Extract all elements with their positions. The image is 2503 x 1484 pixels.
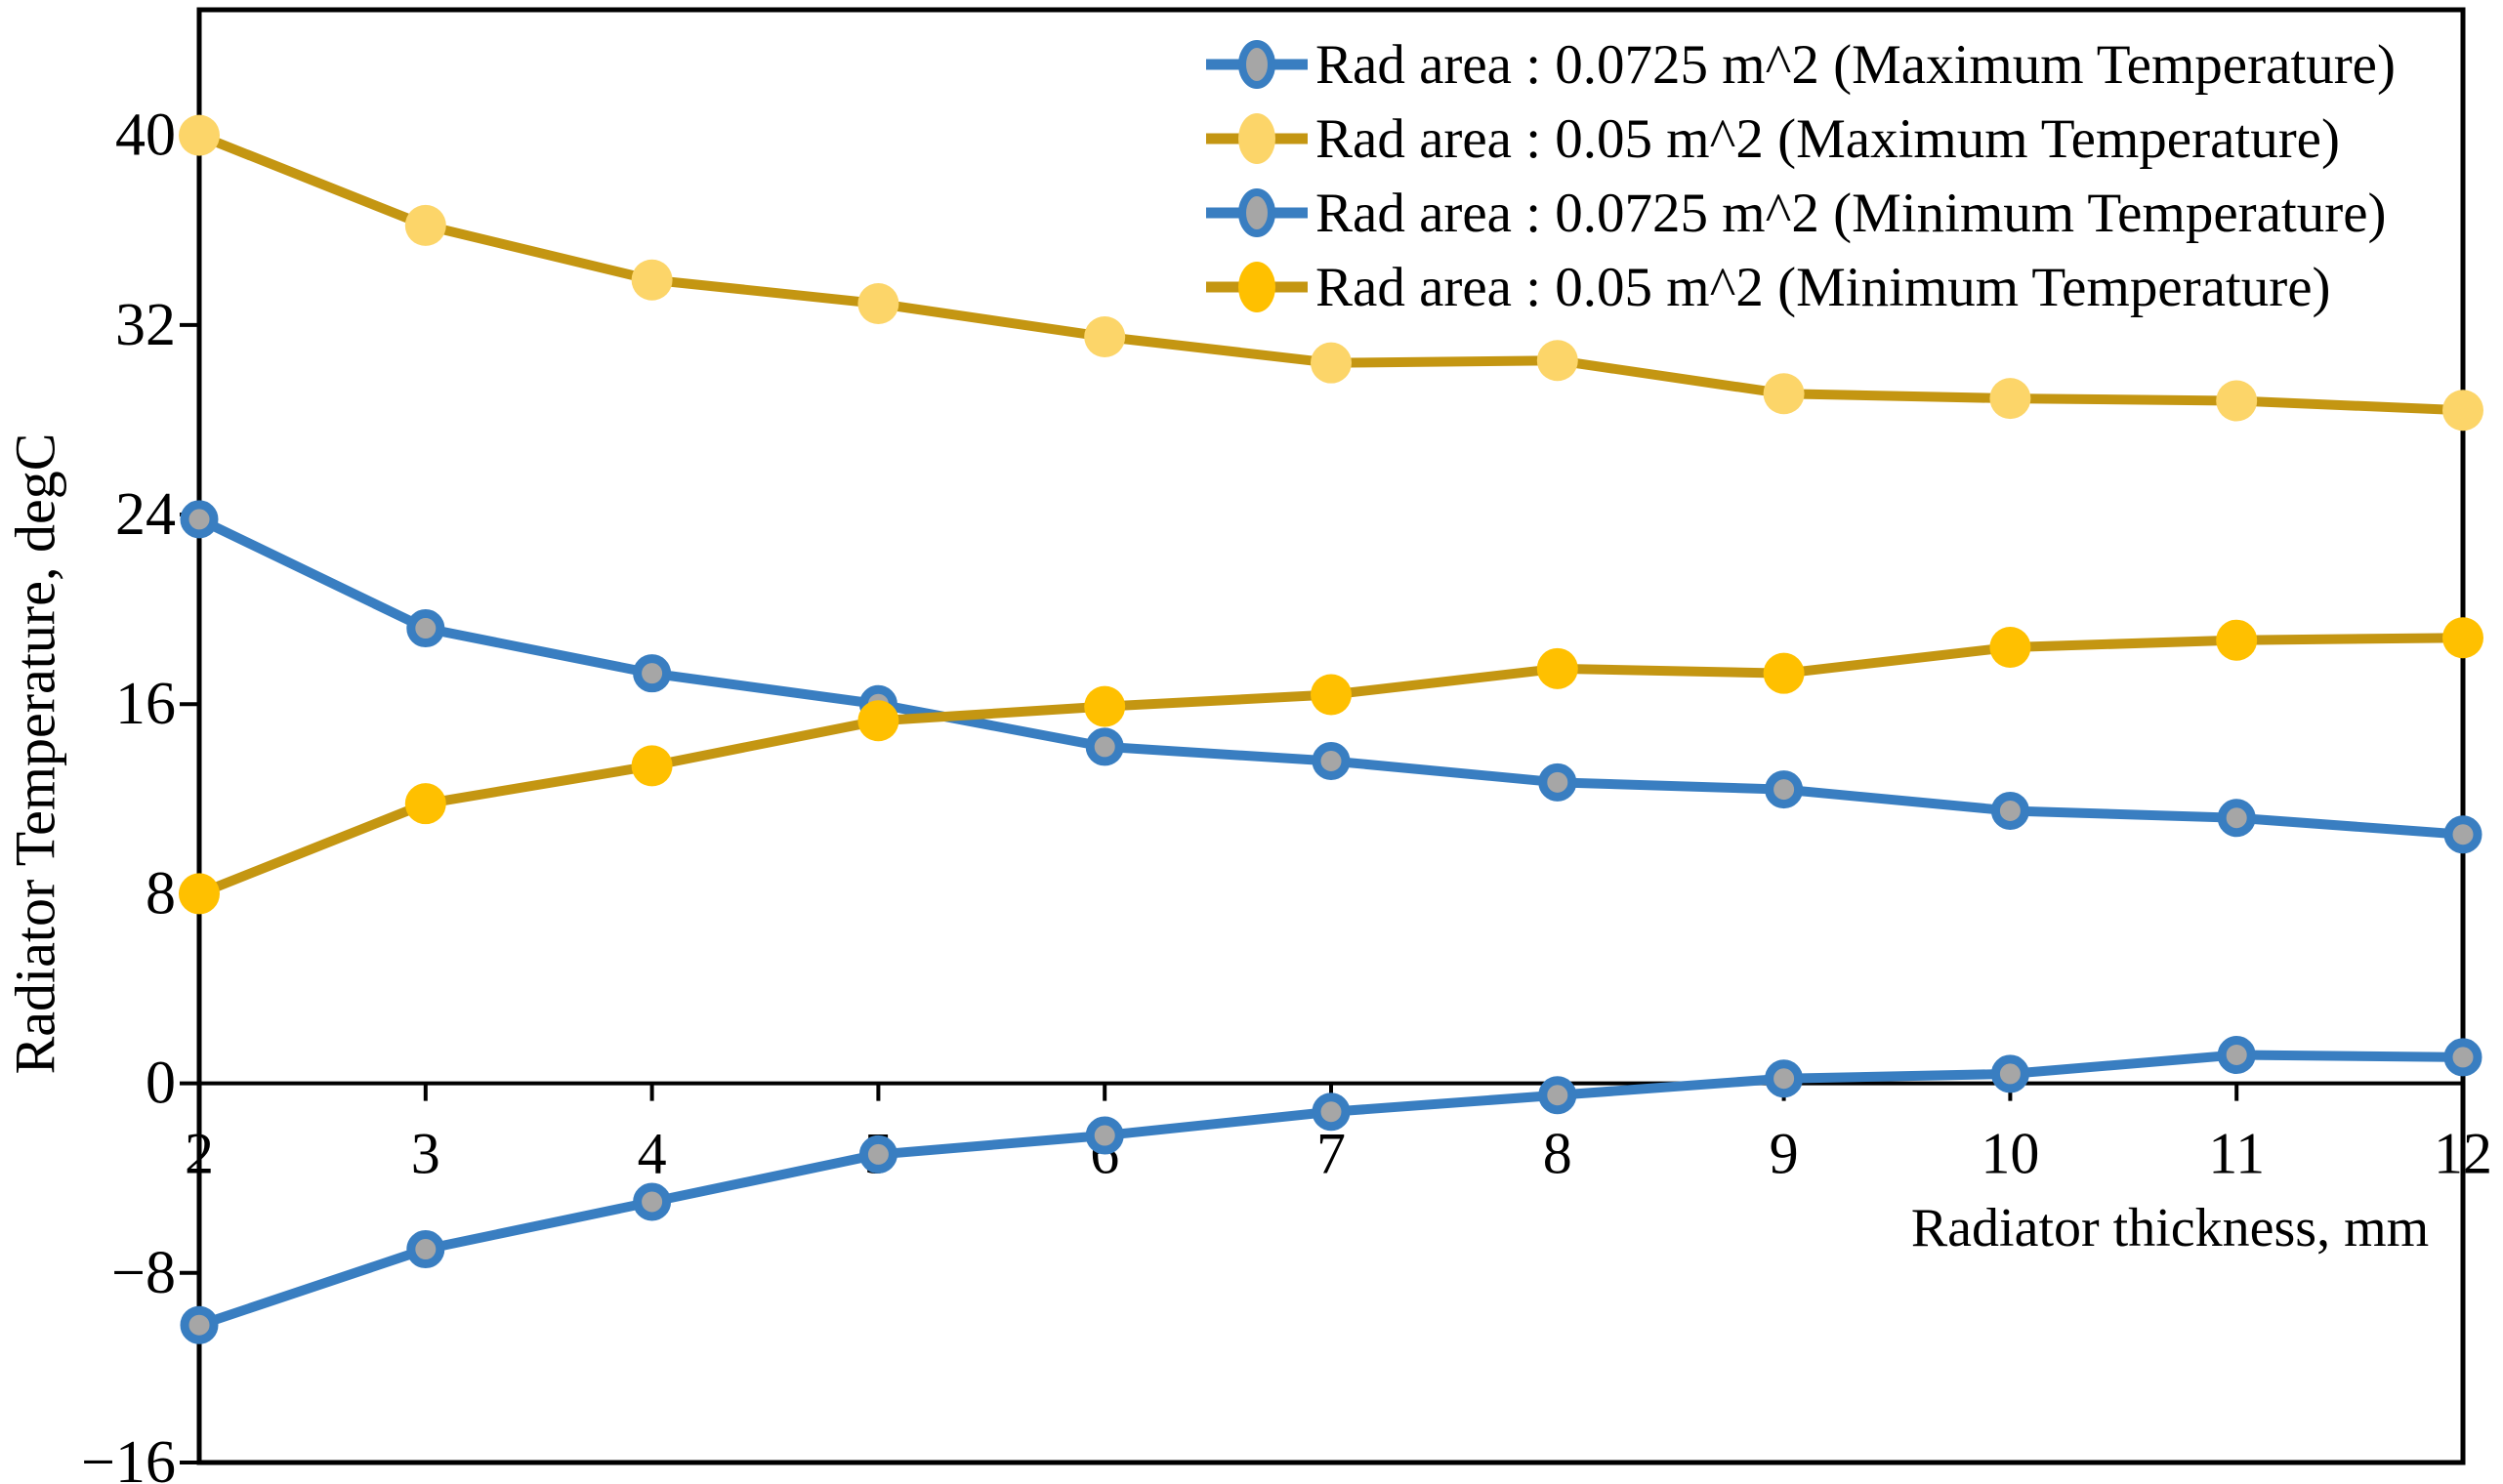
data-point-marker (857, 282, 899, 324)
x-tick-label: 2 (185, 1122, 214, 1186)
data-point-marker (1538, 763, 1577, 802)
data-point-marker (1989, 378, 2031, 420)
data-point-marker (179, 114, 220, 156)
data-point-marker (404, 783, 446, 825)
legend-label: Rad area : 0.05 m^2 (Maximum Temperature… (1315, 107, 2340, 170)
data-point-marker (858, 1134, 897, 1174)
y-tick-label: 0 (146, 1051, 176, 1117)
data-point-marker (180, 500, 219, 539)
legend-item: Rad area : 0.05 m^2 (Minimum Temperature… (1204, 250, 2396, 324)
data-point-marker (2216, 380, 2258, 422)
x-tick-label: 3 (411, 1122, 440, 1186)
y-tick-label: −8 (111, 1240, 176, 1306)
data-point-marker (1084, 315, 1126, 357)
data-point-marker (2443, 1038, 2482, 1077)
x-tick-label: 11 (2208, 1122, 2265, 1186)
legend-swatch-icon (1206, 40, 1308, 89)
plot-border (196, 7, 2466, 1465)
legend-item: Rad area : 0.0725 m^2 (Minimum Temperatu… (1204, 176, 2396, 250)
data-point-marker (857, 700, 899, 742)
legend-swatch-icon (1206, 113, 1308, 164)
data-point-marker (2216, 619, 2258, 661)
data-point-marker (1990, 1054, 2029, 1093)
x-tick-label: 10 (1981, 1122, 2039, 1186)
x-axis-title: Radiator thickness, mm (1910, 1198, 2430, 1258)
x-tick-label: 8 (1543, 1122, 1572, 1186)
data-point-marker (1085, 1116, 1124, 1155)
y-tick-label: 40 (115, 103, 176, 169)
data-point-marker (1084, 685, 1126, 727)
data-point-marker (633, 654, 672, 693)
y-tick-label: 24 (115, 481, 176, 548)
x-tick-label: 7 (1316, 1122, 1346, 1186)
data-point-marker (1312, 1092, 1351, 1132)
data-point-marker (1085, 727, 1124, 766)
data-point-marker (1763, 652, 1805, 694)
data-point-marker (1765, 770, 1804, 809)
data-point-marker (180, 1305, 219, 1344)
data-point-marker (631, 259, 673, 301)
data-point-marker (633, 1182, 672, 1221)
data-point-marker (1538, 1076, 1577, 1115)
data-point-marker (1763, 373, 1805, 415)
data-point-marker (2217, 1035, 2256, 1074)
x-tick-label: 4 (638, 1122, 667, 1186)
legend-swatch-icon (1206, 262, 1308, 312)
data-point-marker (1536, 340, 1578, 382)
legend-item: Rad area : 0.0725 m^2 (Maximum Temperatu… (1204, 27, 2396, 102)
data-point-marker (1990, 791, 2029, 830)
y-tick-label: 8 (146, 860, 176, 927)
legend-swatch-icon (1206, 188, 1308, 237)
y-axis-title: Radiator Temperature, degC (3, 433, 67, 1075)
x-tick-label: 9 (1770, 1122, 1799, 1186)
data-point-marker (1536, 647, 1578, 689)
data-point-marker (2442, 617, 2483, 659)
y-tick-label: 32 (115, 292, 176, 358)
data-point-marker (1311, 674, 1352, 716)
data-point-marker (2443, 815, 2482, 854)
y-tick-label: 16 (115, 671, 176, 737)
data-point-marker (1311, 342, 1352, 384)
data-point-marker (179, 873, 220, 915)
data-point-marker (2217, 799, 2256, 838)
legend-label: Rad area : 0.0725 m^2 (Maximum Temperatu… (1315, 33, 2396, 96)
y-tick-label: −16 (81, 1429, 176, 1484)
x-tick-label: 12 (2434, 1122, 2492, 1186)
data-point-marker (1312, 741, 1351, 780)
data-point-marker (631, 745, 673, 787)
data-point-marker (2442, 390, 2483, 432)
legend-label: Rad area : 0.05 m^2 (Minimum Temperature… (1315, 256, 2331, 318)
data-point-marker (404, 204, 446, 246)
data-point-marker (406, 609, 445, 648)
legend-item: Rad area : 0.05 m^2 (Maximum Temperature… (1204, 102, 2396, 176)
legend-label: Rad area : 0.0725 m^2 (Minimum Temperatu… (1315, 182, 2387, 244)
legend: Rad area : 0.0725 m^2 (Maximum Temperatu… (1204, 27, 2396, 324)
data-point-marker (406, 1230, 445, 1269)
data-point-marker (1989, 626, 2031, 668)
data-point-marker (1765, 1059, 1804, 1098)
